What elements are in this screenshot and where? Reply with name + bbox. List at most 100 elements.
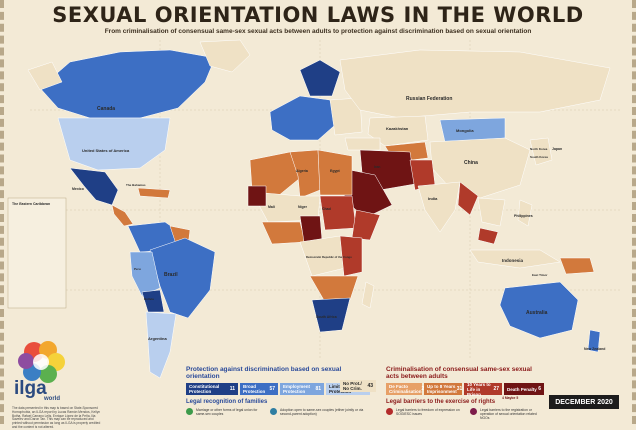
region-kazakhstan — [367, 115, 429, 147]
rings-icon — [186, 408, 193, 415]
label-canada: Canada — [97, 106, 115, 112]
region-madagascar — [361, 281, 375, 309]
region-alaska — [27, 61, 63, 91]
label-chad: Chad — [322, 207, 331, 211]
page-subtitle: From criminalisation of consensual same-… — [104, 28, 532, 35]
label-mali: Mali — [268, 205, 275, 209]
region-libya-egypt — [317, 149, 353, 196]
label-argentina: Argentina — [148, 336, 167, 341]
region-nigeria — [299, 215, 323, 243]
region-mauritania — [247, 185, 267, 207]
label-usa: United States of America — [82, 148, 130, 153]
region-horn-of-africa — [351, 209, 381, 241]
families-item-adoption: Adoption open to same-sex couples (eithe… — [270, 408, 370, 416]
families-legend-heading: Legal recognition of families — [186, 399, 268, 405]
death-penalty-note: 4 Maybe 5 — [502, 396, 519, 400]
region-russia — [339, 49, 611, 119]
label-niger: Niger — [298, 205, 308, 209]
label-south-korea: South Korea — [530, 155, 548, 159]
swatch-de-facto: De Facto Criminalisation 2 — [386, 383, 424, 395]
region-new-zealand — [587, 329, 601, 353]
region-southeast-asia — [477, 197, 506, 227]
barriers-legend-heading: Legal barriers to the exercise of rights — [386, 399, 496, 405]
swatch-death: Death Penalty 6 — [504, 383, 544, 395]
criminalisation-swatch-row: De Facto Criminalisation 2 Up to 8 Years … — [386, 382, 546, 397]
label-china: China — [464, 160, 478, 166]
label-algeria: Algeria — [296, 169, 308, 173]
barriers-item-expression: Legal barriers to freedom of expression … — [386, 408, 466, 416]
ilga-logo-text: ilga — [14, 378, 47, 399]
label-india: India — [428, 196, 438, 201]
label-indonesia: Indonesia — [502, 258, 524, 263]
region-eastern-europe — [329, 97, 363, 136]
region-philippines — [517, 199, 533, 227]
region-usa — [57, 117, 171, 171]
label-south-africa: South Africa — [316, 315, 337, 319]
label-bolivia: Bolivia — [144, 297, 154, 301]
label-iran: Iran — [374, 165, 380, 169]
region-east-africa — [339, 235, 363, 277]
region-western-europe — [269, 95, 336, 141]
label-north-korea: North Korea — [530, 147, 548, 151]
label-brazil: Brazil — [164, 272, 178, 278]
region-central-america — [111, 204, 134, 227]
family-icon — [270, 408, 277, 415]
date-badge: DECEMBER 2020 — [549, 395, 619, 409]
label-mexico: Mexico — [72, 187, 84, 191]
region-caribbean — [137, 187, 171, 199]
region-brazil — [149, 237, 216, 319]
label-kazakhstan: Kazakhstan — [386, 126, 409, 131]
region-argentina — [145, 311, 177, 379]
label-east-timor: East Timor — [532, 273, 548, 277]
label-mongolia: Mongolia — [456, 128, 474, 133]
label-egypt: Egypt — [330, 169, 341, 173]
label-bahamas: The Bahamas — [126, 183, 146, 187]
megaphone-icon — [386, 408, 393, 415]
barriers-item-ngo: Legal barriers to the registration or op… — [470, 408, 546, 420]
label-peru: Peru — [134, 267, 141, 271]
region-indonesia — [469, 249, 561, 269]
source-footnote: The data presented in this map is based … — [12, 406, 101, 429]
ilga-logo-subtext: world — [44, 396, 60, 402]
families-item-union: Marriage or other forms of legal union f… — [186, 408, 266, 416]
region-algeria — [289, 149, 321, 199]
region-turkey — [344, 137, 381, 151]
criminalisation-legend: Criminalisation of consensual same-sex s… — [386, 366, 546, 400]
ngo-icon — [470, 408, 477, 415]
region-india — [417, 181, 461, 233]
swatch-up-to-8: Up to 8 Years Imprisonment 31 — [424, 383, 462, 395]
region-south-africa — [311, 297, 351, 333]
caribbean-inset — [7, 197, 67, 309]
swatch-no-protection: No Prot./ No Crim. 43 — [340, 380, 376, 392]
region-malaysia — [477, 227, 499, 245]
region-korea-japan — [529, 137, 553, 166]
region-north-africa-west — [249, 151, 301, 197]
region-australia — [499, 281, 579, 339]
label-new-zealand: New Zealand — [584, 347, 605, 351]
label-philippines: Philippines — [514, 214, 533, 218]
inset-title: The Eastern Caribbean — [12, 202, 50, 206]
region-bangladesh-myanmar — [457, 181, 479, 216]
swatch-10-to-life: 10 Years to Life in Prison 27 — [464, 382, 502, 397]
region-mali-niger — [251, 191, 321, 223]
protection-legend-heading: Protection against discrimination based … — [186, 366, 342, 380]
region-canada — [39, 49, 216, 119]
label-russia: Russian Federation — [406, 96, 452, 102]
swatch-employment: Employment Protection 81 — [280, 383, 324, 395]
criminalisation-legend-heading: Criminalisation of consensual same-sex s… — [386, 366, 532, 380]
label-australia: Australia — [526, 310, 548, 316]
ilga-logo-mark — [18, 341, 65, 383]
region-scandinavia — [299, 59, 341, 97]
swatch-constitutional: Constitutional Protection 11 — [186, 383, 238, 395]
label-dr-congo: Democratic Republic of the Congo — [306, 255, 352, 259]
region-png — [559, 257, 595, 275]
region-sudan — [319, 195, 357, 231]
region-southern-africa — [309, 275, 359, 303]
label-japan: Japan — [552, 147, 562, 151]
page-title: SEXUAL ORIENTATION LAWS IN THE WORLD — [52, 3, 584, 27]
region-greenland — [199, 39, 251, 73]
swatch-broad: Broad Protection 57 — [240, 383, 278, 395]
region-west-africa — [261, 221, 306, 245]
